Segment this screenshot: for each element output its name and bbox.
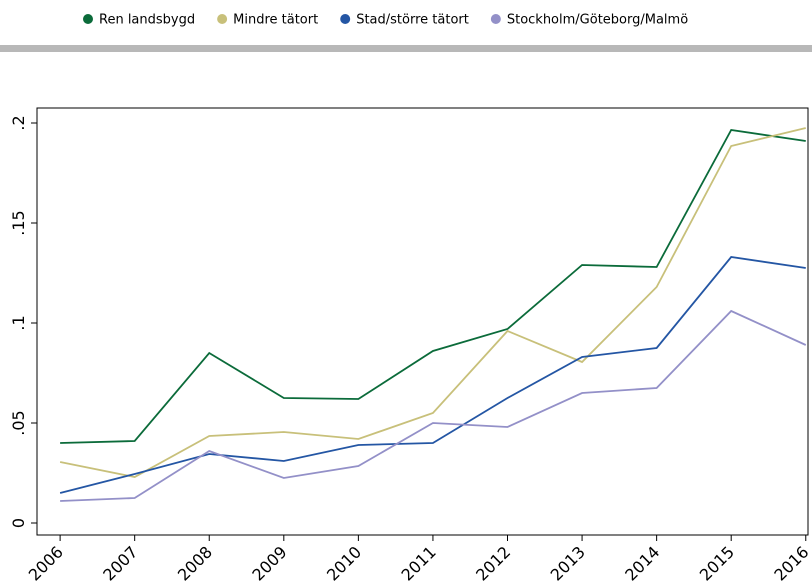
x-tick-label: 2011 <box>398 542 440 584</box>
legend-marker <box>83 14 93 24</box>
x-tick-label: 2013 <box>547 542 589 584</box>
divider <box>0 45 812 52</box>
series-line <box>60 129 806 444</box>
x-tick-label: 2007 <box>99 542 141 584</box>
legend-label: Mindre tätort <box>233 13 318 28</box>
legend-marker <box>340 14 351 24</box>
legend-label: Stad/större tätort <box>356 13 469 28</box>
x-tick-label: 2014 <box>621 542 663 584</box>
plot-frame <box>36 107 809 536</box>
legend-label: Stockholm/Göteborg/Malmö <box>507 13 688 28</box>
series-line <box>59 256 806 494</box>
legend-label: Ren landsbygd <box>99 13 195 28</box>
y-tick-label: .2 <box>9 115 28 130</box>
x-tick-label: 2016 <box>770 542 812 584</box>
series-line <box>60 309 807 502</box>
legend-marker <box>217 14 228 24</box>
legend-marker <box>490 14 501 24</box>
series-line <box>59 127 806 478</box>
y-tick-label: .1 <box>9 315 28 330</box>
x-tick-label: 2010 <box>323 542 365 584</box>
x-tick-label: 2009 <box>248 542 290 584</box>
x-tick-label: 2006 <box>25 542 67 584</box>
y-tick-label: 0 <box>9 518 28 528</box>
y-tick-label: .15 <box>9 210 28 235</box>
x-tick-label: 2008 <box>174 542 216 584</box>
x-tick-label: 2012 <box>472 542 514 584</box>
y-tick-label: .05 <box>9 410 28 435</box>
x-tick-label: 2015 <box>696 542 738 584</box>
